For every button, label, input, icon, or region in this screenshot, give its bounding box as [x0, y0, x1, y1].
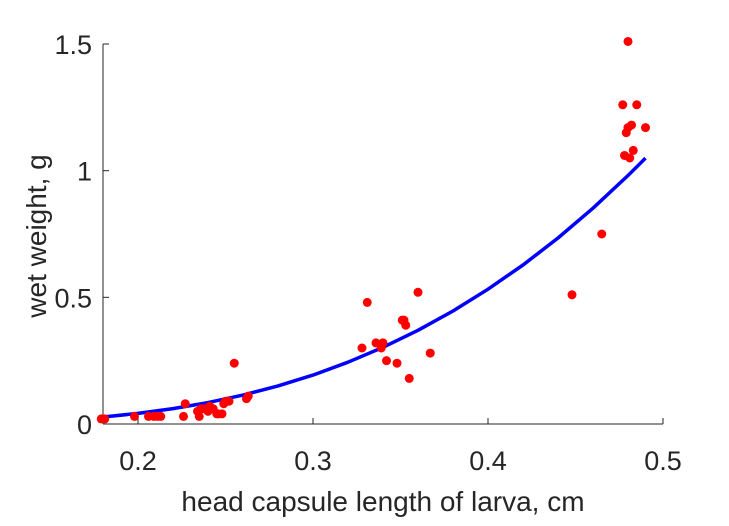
data-point: [224, 396, 234, 406]
x-axis-label: head capsule length of larva, cm: [181, 486, 584, 517]
data-point: [229, 358, 239, 368]
data-point: [100, 414, 110, 424]
data-point: [625, 153, 635, 163]
data-point: [357, 343, 367, 353]
data-point: [156, 411, 166, 421]
fit-curve-layer: [102, 156, 647, 419]
data-point: [567, 290, 577, 300]
y-axis-label: wet weight, g: [21, 154, 52, 318]
x-tick-label: 0.3: [294, 446, 332, 476]
data-point: [130, 411, 139, 421]
data-point: [627, 120, 636, 130]
y-tick-label: 1: [77, 157, 92, 187]
data-point: [243, 391, 253, 401]
data-point: [623, 36, 633, 46]
data-point: [413, 287, 423, 297]
data-point: [179, 411, 188, 421]
y-tick-label: 0.5: [54, 283, 92, 313]
data-point: [382, 356, 391, 366]
data-point: [632, 100, 642, 110]
data-point: [425, 348, 435, 358]
data-point: [597, 229, 607, 239]
data-point: [180, 399, 190, 409]
data-point: [217, 409, 227, 419]
data-point: [641, 123, 650, 133]
y-tick-label: 1.5: [54, 30, 92, 60]
data-point: [404, 373, 414, 383]
data-point: [618, 100, 628, 110]
x-tick-label: 0.2: [119, 446, 157, 476]
data-point: [362, 297, 372, 307]
data-point: [378, 338, 388, 348]
data-point: [401, 320, 411, 330]
x-tick-label: 0.4: [469, 446, 507, 476]
fit-curve: [102, 156, 647, 419]
data-point: [628, 145, 638, 155]
x-tick-label: 0.5: [644, 446, 682, 476]
y-tick-label: 0: [77, 410, 92, 440]
data-points-layer: [96, 36, 650, 424]
axes: 0.2 0.3 0.4 0.5 0 0.5 1 1.5: [54, 30, 681, 476]
data-point: [392, 358, 402, 368]
data-point: [194, 411, 204, 421]
